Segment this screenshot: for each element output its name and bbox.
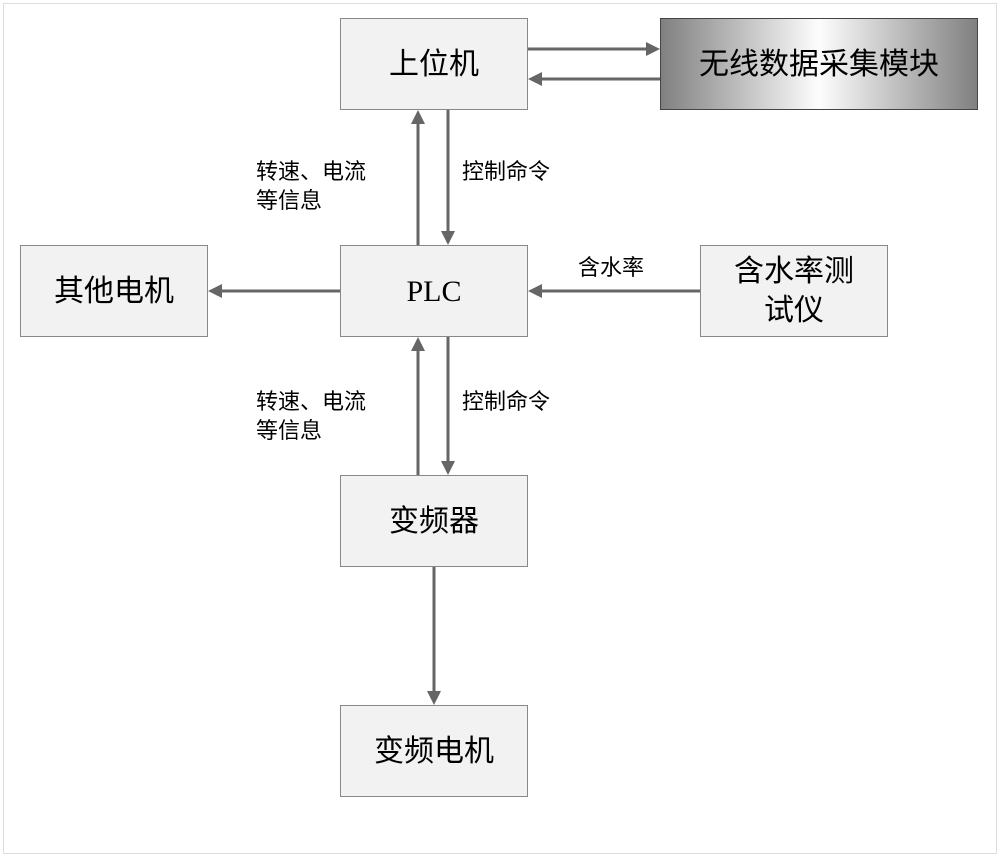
node-other-motor: 其他电机 <box>20 245 208 337</box>
node-moisture: 含水率测试仪 <box>700 245 888 337</box>
label-plc-inv-left: 转速、电流等信息 <box>256 388 366 445</box>
node-other-motor-label: 其他电机 <box>54 272 174 311</box>
label-host-plc-left: 转速、电流等信息 <box>256 158 366 215</box>
node-host: 上位机 <box>340 18 528 110</box>
label-host-plc-right: 控制命令 <box>462 158 550 187</box>
label-plc-moisture: 含水率 <box>578 254 644 283</box>
node-host-label: 上位机 <box>389 45 479 84</box>
node-plc-label: PLC <box>406 272 461 311</box>
node-inverter-label: 变频器 <box>389 502 479 541</box>
node-vfd-motor: 变频电机 <box>340 705 528 797</box>
node-wireless: 无线数据采集模块 <box>660 18 978 110</box>
node-vfd-motor-label: 变频电机 <box>374 732 494 771</box>
node-plc: PLC <box>340 245 528 337</box>
node-moisture-label: 含水率测试仪 <box>734 252 854 330</box>
node-wireless-label: 无线数据采集模块 <box>699 45 939 84</box>
label-plc-inv-right: 控制命令 <box>462 388 550 417</box>
node-inverter: 变频器 <box>340 475 528 567</box>
